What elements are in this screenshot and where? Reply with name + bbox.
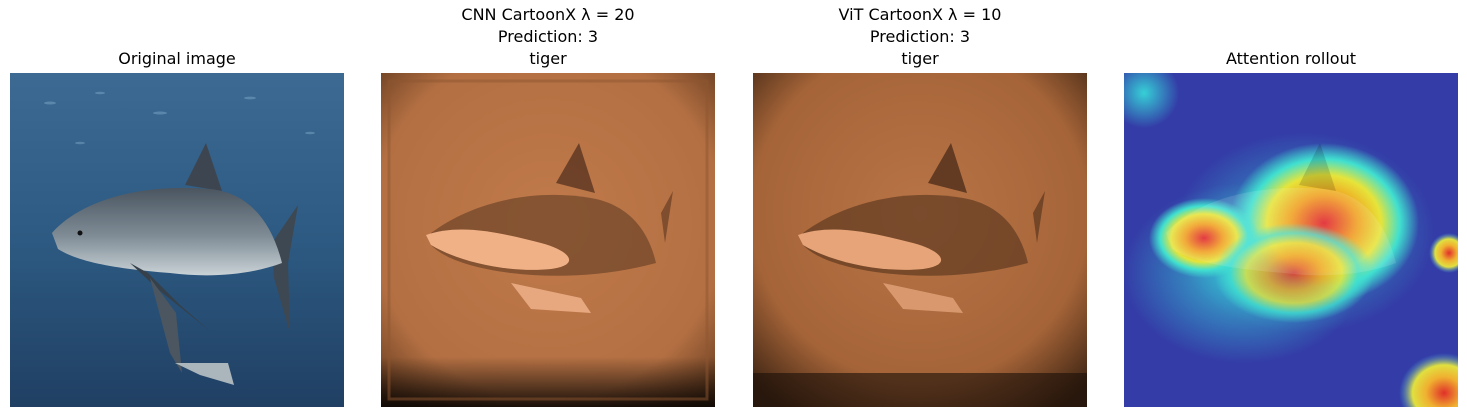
title-line: Prediction: 3 <box>869 27 971 46</box>
vit-explanation-image <box>753 73 1087 407</box>
title-line: ViT CartoonX λ = 10 <box>838 5 1002 24</box>
title-line: Attention rollout <box>1225 49 1357 68</box>
copper-shark-icon <box>381 73 715 407</box>
panel-title: Original image <box>10 48 344 70</box>
cnn-explanation-image <box>381 73 715 407</box>
attention-heatmap-image <box>1124 73 1458 407</box>
panel-title: Attention rollout <box>1124 48 1458 70</box>
title-line: CNN CartoonX λ = 20 <box>461 5 635 24</box>
title-line: tiger <box>901 49 939 68</box>
heatmap-icon <box>1124 73 1458 407</box>
title-line: tiger <box>529 49 567 68</box>
title-line: Original image <box>118 49 236 68</box>
panel-title: CNN CartoonX λ = 20 Prediction: 3 tiger <box>381 4 715 70</box>
copper-shark-smooth-icon <box>753 73 1087 407</box>
panel-title: ViT CartoonX λ = 10 Prediction: 3 tiger <box>753 4 1087 70</box>
title-line: Prediction: 3 <box>497 27 599 46</box>
original-image <box>10 73 344 407</box>
shark-photo-icon <box>10 73 344 407</box>
